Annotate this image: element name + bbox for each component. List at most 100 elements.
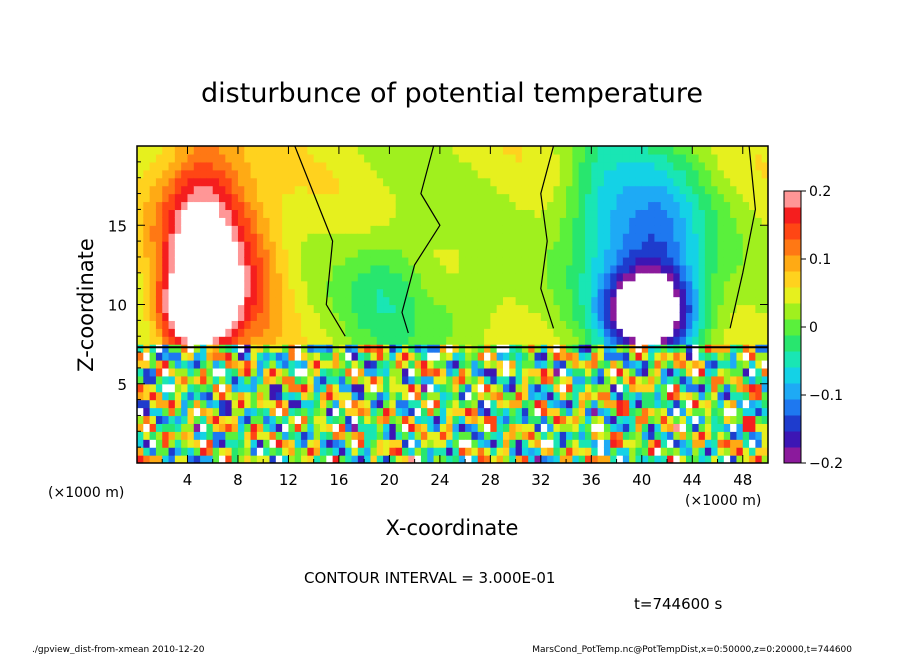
- heatmap-cell: [616, 399, 624, 409]
- heatmap-cell: [629, 272, 637, 282]
- heatmap-cell: [301, 256, 308, 266]
- heatmap-cell: [395, 431, 403, 440]
- heatmap-cell: [307, 169, 315, 179]
- heatmap-cell: [326, 280, 334, 290]
- heatmap-cell: [572, 161, 580, 171]
- heatmap-cell: [269, 272, 277, 282]
- heatmap-cell: [200, 217, 208, 226]
- heatmap-cell: [654, 264, 662, 274]
- heatmap-cell: [585, 407, 592, 417]
- heatmap-cell: [408, 209, 416, 218]
- heatmap-cell: [635, 153, 643, 163]
- heatmap-cell: [502, 431, 510, 440]
- heatmap-cell: [383, 407, 390, 417]
- heatmap-cell: [452, 447, 460, 456]
- heatmap-cell: [263, 233, 271, 242]
- heatmap-cell: [294, 217, 302, 226]
- heatmap-cell: [395, 264, 403, 274]
- heatmap-cell: [509, 280, 517, 290]
- heatmap-cell: [761, 272, 768, 282]
- heatmap-cell: [622, 367, 630, 377]
- heatmap-cell: [477, 241, 485, 250]
- heatmap-cell: [629, 423, 637, 432]
- heatmap-cell: [168, 256, 176, 266]
- heatmap-cell: [326, 201, 334, 211]
- heatmap-cell: [219, 399, 226, 409]
- heatmap-cell: [206, 225, 214, 234]
- heatmap-cell: [282, 288, 290, 298]
- heatmap-cell: [370, 264, 378, 274]
- heatmap-cell: [338, 249, 346, 258]
- heatmap-cell: [477, 161, 485, 171]
- heatmap-cell: [749, 407, 756, 417]
- heatmap-cell: [143, 288, 151, 298]
- heatmap-cell: [187, 320, 195, 329]
- heatmap-cell: [490, 367, 498, 377]
- heatmap-cell: [761, 280, 768, 290]
- heatmap-cell: [446, 288, 454, 298]
- heatmap-cell: [591, 225, 599, 234]
- heatmap-cell: [174, 161, 182, 171]
- heatmap-cell: [351, 161, 359, 171]
- heatmap-cell: [357, 225, 365, 234]
- heatmap-cell: [692, 241, 700, 250]
- heatmap-cell: [648, 177, 656, 187]
- heatmap-cell: [345, 312, 353, 321]
- heatmap-cell: [294, 169, 302, 179]
- heatmap-cell: [250, 233, 258, 242]
- heatmap-cell: [578, 249, 586, 258]
- heatmap-cell: [521, 201, 529, 211]
- heatmap-cell: [168, 431, 176, 440]
- heatmap-cell: [338, 241, 346, 250]
- heatmap-cell: [616, 407, 624, 417]
- heatmap-cell: [654, 367, 662, 377]
- heatmap-cell: [364, 225, 372, 234]
- heatmap-cell: [761, 209, 768, 218]
- heatmap-cell: [704, 256, 712, 266]
- heatmap-cell: [282, 161, 290, 171]
- heatmap-cell: [452, 193, 460, 203]
- heatmap-cell: [357, 249, 365, 258]
- heatmap-cell: [345, 217, 353, 226]
- heatmap-cell: [389, 225, 397, 234]
- heatmap-cell: [685, 359, 693, 369]
- heatmap-cell: [326, 217, 334, 226]
- heatmap-cell: [673, 280, 681, 290]
- heatmap-cell: [427, 344, 435, 353]
- heatmap-cell: [364, 391, 372, 401]
- heatmap-cell: [610, 272, 618, 282]
- heatmap-cell: [761, 391, 768, 401]
- heatmap-cell: [313, 455, 321, 463]
- heatmap-cell: [717, 367, 725, 377]
- heatmap-cell: [711, 423, 719, 432]
- heatmap-cell: [357, 359, 365, 369]
- heatmap-cell: [566, 161, 573, 171]
- heatmap-cell: [711, 455, 719, 463]
- heatmap-cell: [319, 415, 327, 424]
- heatmap-cell: [193, 264, 201, 274]
- heatmap-cell: [137, 161, 144, 171]
- heatmap-cell: [351, 296, 359, 306]
- heatmap-cell: [345, 249, 353, 258]
- heatmap-cell: [231, 383, 239, 393]
- heatmap-cell: [635, 288, 643, 298]
- heatmap-cell: [673, 193, 681, 203]
- heatmap-cell: [200, 447, 208, 456]
- heatmap-cell: [730, 328, 738, 337]
- heatmap-cell: [206, 249, 214, 258]
- heatmap-cell: [534, 447, 542, 456]
- heatmap-cell: [326, 272, 334, 282]
- heatmap-cell: [534, 256, 542, 266]
- heatmap-cell: [648, 431, 656, 440]
- heatmap-cell: [660, 209, 668, 218]
- heatmap-cell: [376, 447, 384, 456]
- heatmap-cell: [408, 201, 416, 211]
- heatmap-cell: [597, 209, 605, 218]
- heatmap-cell: [313, 399, 321, 409]
- heatmap-cell: [219, 391, 226, 401]
- heatmap-cell: [162, 391, 170, 401]
- heatmap-cell: [477, 336, 485, 345]
- heatmap-cell: [477, 415, 485, 424]
- heatmap-cell: [465, 352, 473, 361]
- heatmap-cell: [219, 431, 226, 440]
